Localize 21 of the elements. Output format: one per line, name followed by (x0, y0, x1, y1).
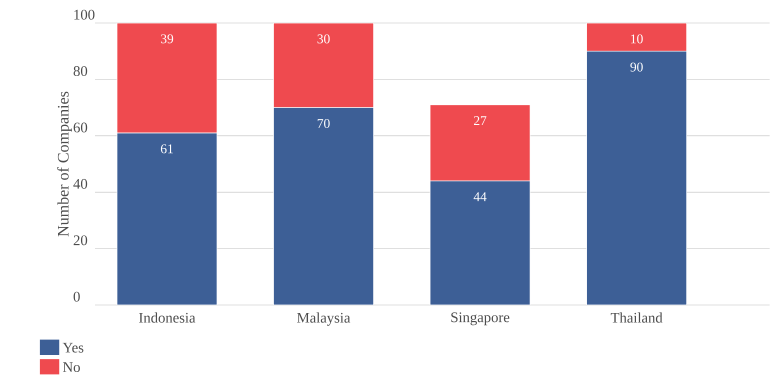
data-label: 61 (160, 144, 173, 154)
data-label: 27 (474, 116, 486, 125)
y-tick-label: 60 (74, 122, 88, 132)
y-tick-label: 0 (74, 292, 80, 302)
x-tick-label: Singapore (451, 312, 510, 326)
data-label: 30 (318, 34, 330, 44)
data-label: 90 (630, 62, 643, 72)
data-label: 10 (631, 34, 643, 44)
legend-label: No (62, 362, 80, 372)
y-tick-label: 80 (74, 66, 88, 76)
data-label: 70 (318, 118, 330, 128)
legend-label: Yes (62, 342, 84, 353)
x-tick-label: Indonesia (139, 312, 196, 323)
y-tick-label: 40 (73, 178, 88, 189)
data-label: 39 (160, 34, 174, 44)
data-label: 44 (474, 192, 487, 202)
y-axis-title: Number of Companies (57, 92, 72, 236)
y-tick-label: 20 (74, 235, 88, 246)
x-tick-label: Thailand (610, 312, 663, 323)
y-tick-label: 100 (74, 10, 94, 20)
x-tick-label: Malaysia (297, 312, 350, 326)
